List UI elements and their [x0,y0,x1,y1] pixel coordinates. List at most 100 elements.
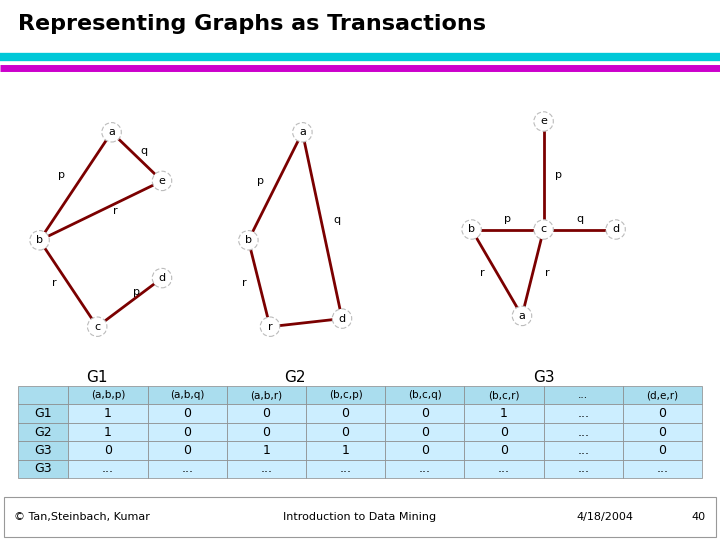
Text: (b,c,r): (b,c,r) [488,390,520,400]
Ellipse shape [238,231,258,250]
Text: e: e [158,176,166,186]
Bar [544,423,623,441]
Ellipse shape [292,123,312,142]
Bar [18,423,68,441]
Ellipse shape [152,268,172,288]
Bar [18,386,68,404]
Text: ...: ... [577,426,589,438]
Bar [306,423,385,441]
Bar [464,404,544,423]
Text: q: q [576,214,583,224]
Text: 1: 1 [104,407,112,420]
Ellipse shape [30,231,49,250]
Text: 0: 0 [500,444,508,457]
Text: Representing Graphs as Transactions: Representing Graphs as Transactions [18,14,486,33]
Bar [148,460,227,478]
Bar [385,386,464,404]
Text: 0: 0 [420,426,429,438]
Text: (b,c,p): (b,c,p) [329,390,362,400]
Bar [227,441,306,460]
Text: 1: 1 [263,444,270,457]
Bar [68,460,148,478]
Text: 0: 0 [658,426,667,438]
Text: 0: 0 [262,407,271,420]
Text: G1: G1 [86,370,108,386]
Text: 1: 1 [500,407,508,420]
Text: G3: G3 [533,370,554,386]
Bar [227,460,306,478]
Text: r: r [113,206,117,215]
Text: p: p [554,171,562,180]
Bar [227,404,306,423]
Ellipse shape [152,171,172,191]
Text: ...: ... [657,462,668,475]
Bar [148,423,227,441]
Text: ...: ... [261,462,272,475]
Text: p: p [133,287,140,296]
Text: 1: 1 [342,444,349,457]
Ellipse shape [606,220,625,239]
Text: ...: ... [102,462,114,475]
Bar [68,441,148,460]
Text: ...: ... [577,407,589,420]
Bar [68,404,148,423]
Bar [148,404,227,423]
Text: c: c [94,322,100,332]
Bar [623,441,702,460]
Bar [18,404,68,423]
Text: G1: G1 [35,407,52,420]
Text: 0: 0 [658,407,667,420]
Text: p: p [58,171,65,180]
Text: r: r [268,322,272,332]
Ellipse shape [534,112,554,131]
Bar [306,460,385,478]
Bar [18,460,68,478]
Text: 0: 0 [500,426,508,438]
Bar [623,423,702,441]
Text: b: b [36,235,43,245]
Text: 0: 0 [183,444,192,457]
Bar [306,404,385,423]
Text: ...: ... [577,444,589,457]
Text: (a,b,p): (a,b,p) [91,390,125,400]
Bar [544,386,623,404]
Text: p: p [504,214,511,224]
Bar [227,423,306,441]
Bar [148,441,227,460]
Bar [68,423,148,441]
Text: d: d [338,314,346,323]
Ellipse shape [261,317,280,336]
Text: 0: 0 [262,426,271,438]
Bar [306,441,385,460]
Bar [385,423,464,441]
Bar [544,404,623,423]
Text: ...: ... [181,462,193,475]
Text: 0: 0 [183,426,192,438]
Text: r: r [243,279,247,288]
Bar [464,441,544,460]
Bar [623,460,702,478]
Bar [385,404,464,423]
Text: c: c [541,225,546,234]
Text: 0: 0 [183,407,192,420]
Bar [18,441,68,460]
Text: ...: ... [578,390,588,400]
Text: a: a [518,311,526,321]
Text: (a,b,q): (a,b,q) [170,390,204,400]
Bar [385,460,464,478]
Bar [148,386,227,404]
Bar [623,404,702,423]
Text: Introduction to Data Mining: Introduction to Data Mining [284,512,436,522]
Text: ...: ... [577,462,589,475]
Text: 1: 1 [104,426,112,438]
Text: r: r [545,268,549,278]
Bar [68,386,148,404]
Text: d: d [158,273,166,283]
Bar [464,460,544,478]
Text: ...: ... [498,462,510,475]
Text: r: r [52,279,56,288]
Text: ...: ... [419,462,431,475]
Text: a: a [299,127,306,137]
Text: G3: G3 [35,462,52,475]
Text: a: a [108,127,115,137]
